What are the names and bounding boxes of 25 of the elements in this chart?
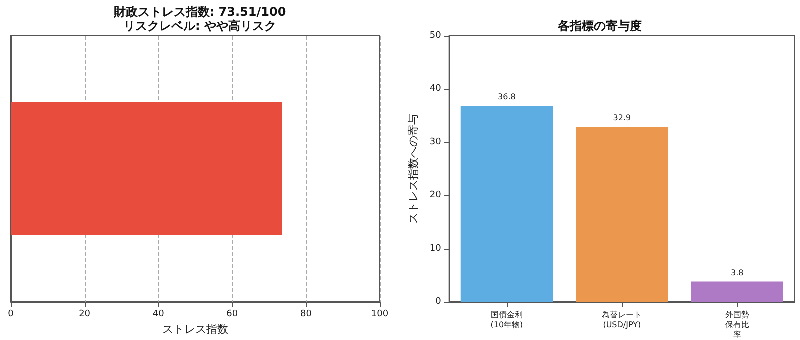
- chart-title: 各指標の寄与度: [557, 19, 642, 33]
- chart-title: 財政ストレス指数: 73.51/100 リスクレベル: やや高リスク: [112, 5, 286, 33]
- y-tick-label: 30: [430, 137, 442, 148]
- bar: [691, 282, 784, 302]
- y-tick-label: 50: [430, 31, 442, 41]
- x-tick-label: 0: [8, 310, 14, 320]
- x-tick-label: 100: [371, 310, 389, 320]
- x-tick-label: 60: [226, 310, 238, 320]
- y-tick-label: 20: [430, 190, 442, 201]
- x-tick-label: 為替レート (USD/JPY): [602, 310, 642, 330]
- x-tick-label: 国債金利 (10年物): [490, 310, 524, 330]
- bar: [576, 126, 668, 302]
- x-tick-label: 40: [152, 310, 165, 320]
- y-axis-title: ストレス指数への寄与: [407, 114, 420, 224]
- data-label: 32.9: [613, 113, 632, 122]
- x-axis-title: ストレス指数: [162, 323, 228, 336]
- x-tick-label: 80: [300, 310, 312, 320]
- y-tick-label: 10: [430, 244, 442, 254]
- y-tick-label: 40: [430, 84, 442, 94]
- x-tick-label: 20: [79, 310, 91, 320]
- bar: [460, 106, 554, 302]
- data-label: 3.8: [731, 268, 744, 278]
- y-tick-label: 0: [436, 297, 442, 307]
- data-label: 36.8: [498, 92, 516, 102]
- x-tick-label: 外国勢保有比率: [725, 310, 750, 340]
